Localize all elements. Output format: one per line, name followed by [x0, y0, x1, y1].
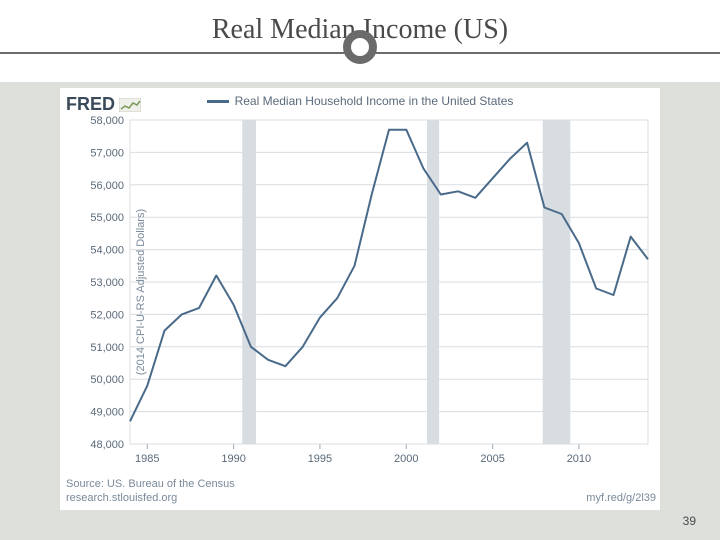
title-divider-circle	[343, 30, 377, 64]
svg-text:2010: 2010	[567, 453, 591, 465]
chart-source: Source: US. Bureau of the Census	[60, 472, 660, 492]
legend-label: Real Median Household Income in the Unit…	[235, 94, 514, 108]
svg-text:56,000: 56,000	[90, 180, 124, 192]
slide-container: Real Median Income (US) FRED Real Median…	[0, 0, 720, 540]
chart-shorturl: myf.red/g/2l39	[586, 492, 656, 504]
svg-text:55,000: 55,000	[90, 212, 124, 224]
y-axis-label: (2014 CPI-U-RS Adjusted Dollars)	[135, 209, 147, 375]
svg-text:2000: 2000	[394, 453, 418, 465]
svg-text:48,000: 48,000	[90, 439, 124, 451]
svg-text:57,000: 57,000	[90, 147, 124, 159]
fred-logo-icon	[119, 98, 141, 112]
svg-text:1985: 1985	[135, 453, 159, 465]
svg-text:49,000: 49,000	[90, 407, 124, 419]
svg-text:2005: 2005	[480, 453, 504, 465]
svg-text:52,000: 52,000	[90, 309, 124, 321]
title-divider	[0, 52, 720, 54]
line-chart-svg: 48,000 49,000 50,000 51,000 52,000 53,000 54,0…	[60, 112, 660, 472]
chart-plot-area: (2014 CPI-U-RS Adjusted Dollars) 48,0004…	[60, 112, 660, 472]
chart-legend: Real Median Household Income in the Unit…	[60, 88, 660, 112]
svg-text:51,000: 51,000	[90, 342, 124, 354]
svg-text:1995: 1995	[308, 453, 332, 465]
legend-swatch	[207, 100, 229, 103]
svg-text:53,000: 53,000	[90, 277, 124, 289]
svg-text:1990: 1990	[221, 453, 245, 465]
slide-page-number: 39	[683, 514, 696, 528]
chart-background-panel: FRED Real Median Household Income in the…	[0, 82, 720, 540]
chart-footer: research.stlouisfed.org myf.red/g/2l39	[60, 492, 660, 510]
chart-site: research.stlouisfed.org	[66, 492, 177, 504]
fred-chart-box: FRED Real Median Household Income in the…	[60, 88, 660, 510]
svg-text:50,000: 50,000	[90, 374, 124, 386]
svg-text:58,000: 58,000	[90, 115, 124, 127]
svg-text:54,000: 54,000	[90, 245, 124, 257]
